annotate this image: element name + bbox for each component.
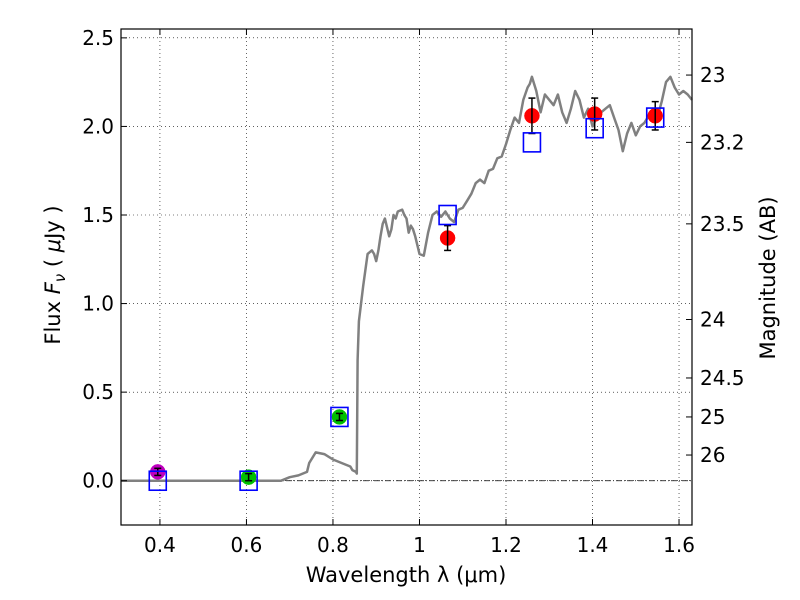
y-tick-label: 1.5 [82, 203, 114, 227]
x-tick-label: 1.6 [663, 533, 695, 557]
x-tick-label: 0.4 [144, 533, 176, 557]
y-tick-label: 2.5 [82, 26, 114, 50]
y-axis-label-mu: μ [41, 239, 65, 253]
right-tick-label: 23.5 [700, 212, 745, 236]
x-tick-label: 1.4 [577, 533, 609, 557]
right-tick-label: 24 [700, 308, 725, 332]
grid-layer [121, 29, 692, 525]
y-tick-label: 1.0 [82, 292, 114, 316]
y-axis-label: Flux Fν ( μJy ) [41, 205, 69, 344]
y-axis-label-unit: Jy ) [41, 205, 65, 241]
x-axis-label: Wavelength λ (μm) [306, 563, 507, 587]
y-axis-label-text: Flux [41, 294, 65, 344]
right-tick-label: 25 [700, 405, 725, 429]
right-tick-label: 23 [700, 63, 725, 87]
axis-layer: 0.4 0.6 0.8 1 1.2 1.4 1.6 0.0 0.5 1.0 1.5 2.0 2.5 23 2… [82, 26, 744, 557]
model-square [239, 470, 258, 492]
plot-frame [120, 28, 693, 526]
spectrum-line [121, 75, 693, 482]
x-tick-label: 0.8 [317, 533, 349, 557]
model-square [645, 107, 665, 128]
model-square [522, 132, 542, 153]
model-square [148, 470, 168, 492]
x-tick-label: 1.2 [490, 533, 522, 557]
model-square [585, 117, 604, 139]
y-axis-label-symbol: F [41, 281, 65, 294]
x-tick-label: 0.6 [231, 533, 263, 557]
right-tick-label: 26 [700, 443, 725, 467]
y-tick-label: 0.0 [82, 469, 114, 493]
y-axis-label-subscript: ν [51, 274, 69, 282]
y-tick-label: 2.0 [82, 114, 114, 138]
plot-layer [121, 75, 693, 492]
model-square [330, 406, 349, 428]
y-tick-label: 0.5 [82, 380, 114, 404]
y-axis-label-paren: ( [41, 252, 65, 274]
right-tick-label: 23.2 [700, 130, 745, 154]
x-tick-label: 1 [413, 533, 426, 557]
right-tick-label: 24.5 [700, 366, 745, 390]
right-axis-label: Magnitude (AB) [756, 196, 780, 359]
model-square [438, 204, 457, 226]
